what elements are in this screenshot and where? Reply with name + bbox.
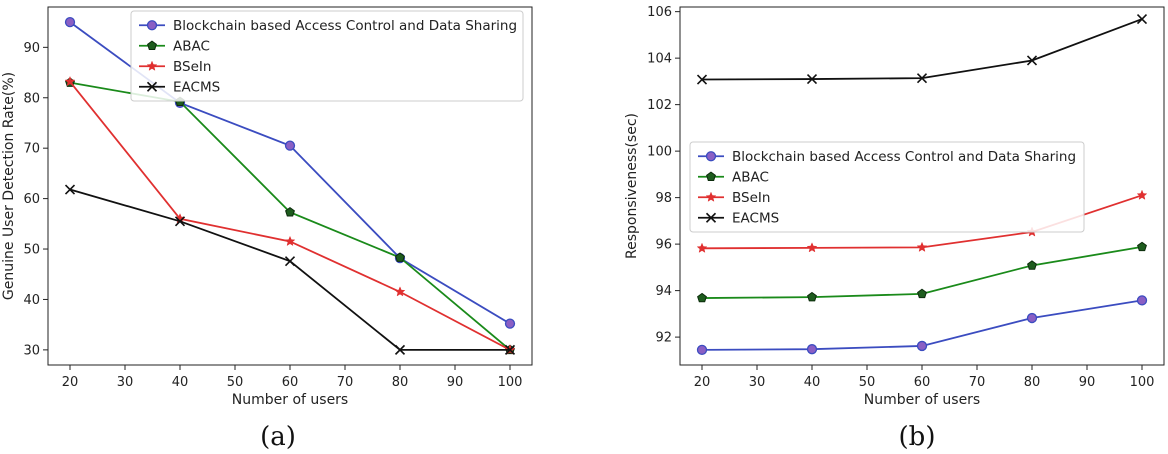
data-point-marker [1136, 14, 1148, 25]
x-tick-label: 20 [62, 375, 79, 390]
x-tick-label: 30 [749, 375, 766, 390]
data-point-marker [916, 340, 928, 352]
x-tick-label: 20 [694, 375, 711, 390]
y-tick-label: 92 [655, 331, 672, 346]
legend-marker [705, 212, 717, 223]
y-tick-label: 90 [23, 41, 40, 56]
y-tick-label: 96 [655, 238, 672, 253]
legend-marker [146, 81, 158, 92]
legend-label: Blockchain based Access Control and Data… [173, 18, 517, 34]
data-point-marker [806, 73, 818, 85]
y-tick-label: 80 [23, 91, 40, 106]
data-point-marker [504, 344, 516, 355]
y-tick-label: 70 [23, 142, 40, 157]
x-tick-label: 80 [1024, 375, 1041, 390]
legend-label: EACMS [173, 80, 220, 96]
data-point-marker [395, 252, 405, 262]
y-tick-label: 98 [655, 191, 672, 206]
data-point-marker [285, 207, 295, 217]
x-tick-label: 70 [337, 375, 354, 390]
x-tick-label: 70 [969, 375, 986, 390]
x-axis-label: Number of users [232, 392, 348, 408]
legend-label: EACMS [732, 211, 779, 227]
data-point-marker [1026, 55, 1038, 66]
series-line-eacms [701, 18, 1143, 81]
x-tick-label: 50 [227, 375, 244, 390]
figure-caption: (b) [899, 422, 936, 452]
legend-marker [146, 60, 158, 71]
data-point-marker [394, 286, 406, 297]
data-point-marker [696, 74, 708, 85]
legend-box [689, 141, 1085, 233]
chart-a: 20 30 40 50 60 70 80 90 100 30 40 50 60 70 80 90 Number … [1, 6, 533, 452]
y-tick-label: 60 [23, 192, 40, 207]
data-point-marker [807, 291, 817, 302]
legend-marker [147, 40, 157, 50]
x-tick-label: 40 [804, 375, 821, 390]
data-point-marker [504, 318, 516, 329]
data-point-marker [64, 16, 76, 28]
data-point-marker [916, 73, 928, 84]
chart-b: 20 30 40 50 60 70 80 90 100 92 94 96 98 100 102 104 106 N… [624, 5, 1165, 452]
y-tick-label: 100 [647, 145, 672, 160]
legend-marker [705, 151, 717, 162]
y-tick-label: 104 [647, 52, 672, 67]
x-tick-label: 90 [447, 375, 464, 390]
data-point-marker [174, 216, 186, 227]
data-point-marker [1137, 241, 1147, 252]
legend-marker [706, 171, 716, 181]
data-point-marker [64, 184, 76, 195]
data-point-marker [1136, 189, 1148, 200]
x-tick-label: 100 [498, 375, 523, 390]
legend-box [130, 10, 524, 102]
x-tick-label: 60 [914, 375, 931, 390]
data-point-marker [284, 140, 296, 151]
y-axis-label: Genuine User Detection Rate(%) [1, 72, 17, 300]
data-point-marker [806, 242, 818, 253]
y-axis-label: Responsiveness(sec) [624, 113, 640, 259]
x-axis-label: Number of users [864, 392, 980, 408]
y-tick-label: 94 [655, 284, 672, 299]
y-tick-label: 30 [23, 343, 40, 358]
data-point-marker [697, 292, 707, 303]
data-point-marker [696, 344, 708, 356]
data-point-marker [1136, 295, 1148, 306]
data-point-marker [284, 235, 296, 247]
legend-label: ABAC [173, 39, 210, 55]
y-tick-label: 40 [23, 293, 40, 308]
x-tick-label: 100 [1130, 375, 1155, 390]
y-tick-label: 102 [647, 98, 672, 113]
x-tick-label: 40 [172, 375, 189, 390]
y-tick-label: 50 [23, 243, 40, 258]
x-tick-label: 30 [117, 375, 134, 390]
figure-caption: (a) [260, 422, 296, 452]
legend-marker [705, 191, 717, 202]
y-tick-label: 106 [647, 5, 672, 20]
legend-label: Blockchain based Access Control and Data… [732, 149, 1076, 165]
legend-marker [146, 20, 158, 31]
data-point-marker [394, 344, 406, 355]
legend-label: BSeIn [732, 190, 770, 206]
x-tick-label: 80 [392, 375, 409, 390]
data-point-marker [806, 344, 818, 355]
data-point-marker [917, 288, 927, 299]
x-tick-label: 90 [1079, 375, 1096, 390]
data-point-marker [696, 242, 708, 253]
legend-label: BSeIn [173, 59, 211, 75]
data-point-marker [916, 241, 928, 252]
data-point-marker [1027, 260, 1037, 270]
x-tick-label: 50 [859, 375, 876, 390]
legend-label: ABAC [732, 170, 769, 186]
x-tick-label: 60 [282, 375, 299, 390]
data-point-marker [1026, 312, 1038, 324]
data-point-marker [284, 256, 296, 267]
data-point-marker [64, 75, 76, 87]
